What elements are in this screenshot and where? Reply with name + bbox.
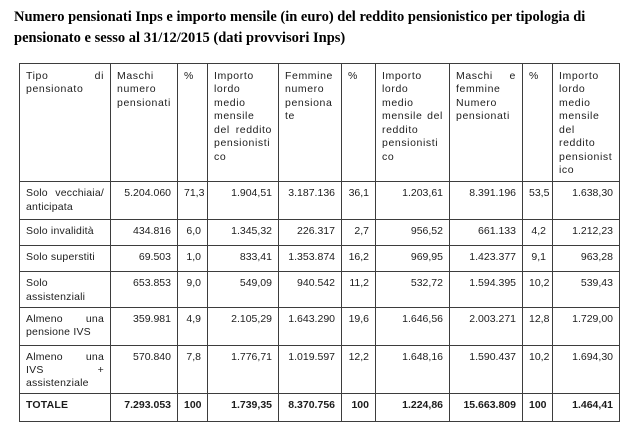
column-header: Tipo di pensionato (19, 62, 111, 183)
table-cell: 71,3 (177, 181, 208, 221)
table-cell: 1.345,32 (207, 219, 279, 247)
table-cell: 4,2 (522, 219, 553, 247)
document-title: Numero pensionati Inps e importo mensile… (14, 9, 586, 47)
table-row: Almeno una IVS + assistenziale 570.840 7,8… (19, 344, 620, 395)
table-cell: 1.694,30 (552, 344, 620, 395)
table-cell: 1.423.377 (449, 245, 523, 273)
table-cell: Almeno una pensione IVS (19, 306, 111, 346)
table-cell: 69.503 (110, 245, 178, 273)
table-cell: 2,7 (341, 219, 376, 247)
table-cell: 532,72 (375, 271, 450, 308)
table-cell: 10,2 (522, 344, 553, 395)
table-cell: 963,28 (552, 245, 620, 273)
table-cell: 5.204.060 (110, 181, 178, 221)
table-cell: 1.212,23 (552, 219, 620, 247)
total-cell: 1.224,86 (375, 393, 450, 423)
table-cell: 956,52 (375, 219, 450, 247)
table-cell: 226.317 (278, 219, 342, 247)
total-cell: 100 (522, 393, 553, 423)
table-cell: 1.203,61 (375, 181, 450, 221)
table-cell: Solo assistenziali (19, 271, 111, 308)
table-cell: 9,1 (522, 245, 553, 273)
table-cell: 539,43 (552, 271, 620, 308)
table-cell: 3.187.136 (278, 181, 342, 221)
column-header: Importo lordo medio mensile del reddito … (552, 62, 620, 183)
table-cell: 434.816 (110, 219, 178, 247)
table-row: Solo superstiti 69.503 1,0 833,41 1.353.874 1… (19, 245, 620, 273)
table-cell: 7,8 (177, 344, 208, 395)
table-cell: 1.019.597 (278, 344, 342, 395)
total-row: TOTALE 7.293.053 100 1.739,35 8.370.756 100 1.… (19, 393, 620, 423)
table-cell: 19,6 (341, 306, 376, 346)
table-cell: 969,95 (375, 245, 450, 273)
table-cell: 1,0 (177, 245, 208, 273)
total-cell: 1.739,35 (207, 393, 279, 423)
table-cell: 940.542 (278, 271, 342, 308)
table-cell: Almeno una IVS + assistenziale (19, 344, 111, 395)
table-body: Solo vecchiaia/ anticipata 5.204.060 71,3 1… (19, 181, 620, 423)
table-cell: 2.105,29 (207, 306, 279, 346)
column-header: Importo lordo medio mensile del reddito … (375, 62, 450, 183)
table-cell: 1.648,16 (375, 344, 450, 395)
column-header: Femmine numero pensionate (278, 62, 342, 183)
table-cell: 36,1 (341, 181, 376, 221)
table-cell: 1.638,30 (552, 181, 620, 221)
table-cell: 661.133 (449, 219, 523, 247)
column-header: Maschi e femmine Numero pensionati (449, 62, 523, 183)
table-cell: 1.904,51 (207, 181, 279, 221)
pension-table: Tipo di pensionato Maschi numero pensiona… (19, 62, 620, 423)
table-cell: 10,2 (522, 271, 553, 308)
table-cell: 359.981 (110, 306, 178, 346)
table-cell: 653.853 (110, 271, 178, 308)
table-cell: 1.776,71 (207, 344, 279, 395)
table-cell: 549,09 (207, 271, 279, 308)
total-cell: 7.293.053 (110, 393, 178, 423)
table-cell: 16,2 (341, 245, 376, 273)
table-cell: 1.646,56 (375, 306, 450, 346)
column-header: % (177, 62, 208, 183)
table-cell: 1.594.395 (449, 271, 523, 308)
table-cell: Solo invalidità (19, 219, 111, 247)
table-cell: 833,41 (207, 245, 279, 273)
total-cell: TOTALE (19, 393, 111, 423)
table-row: Almeno una pensione IVS 359.981 4,9 2.105,2… (19, 306, 620, 346)
table-cell: 12,2 (341, 344, 376, 395)
table-cell: 4,9 (177, 306, 208, 346)
table-cell: Solo superstiti (19, 245, 111, 273)
table-cell: 6,0 (177, 219, 208, 247)
table-cell: 570.840 (110, 344, 178, 395)
total-cell: 1.464,41 (552, 393, 620, 423)
table-cell: Solo vecchiaia/ anticipata (19, 181, 111, 221)
table-cell: 12,8 (522, 306, 553, 346)
column-header: Maschi numero pensionati (110, 62, 178, 183)
total-cell: 100 (341, 393, 376, 423)
column-header: % (522, 62, 553, 183)
table-cell: 1.643.290 (278, 306, 342, 346)
table-cell: 1.590.437 (449, 344, 523, 395)
total-cell: 8.370.756 (278, 393, 342, 423)
table-cell: 1.353.874 (278, 245, 342, 273)
table-cell: 9,0 (177, 271, 208, 308)
column-header: Importo lordo medio mensile del reddito … (207, 62, 279, 183)
total-cell: 15.663.809 (449, 393, 523, 423)
table-cell: 8.391.196 (449, 181, 523, 221)
table-header: Tipo di pensionato Maschi numero pensiona… (19, 62, 620, 183)
table-row: Solo invalidità 434.816 6,0 1.345,32 226.317… (19, 219, 620, 247)
table-cell: 2.003.271 (449, 306, 523, 346)
total-cell: 100 (177, 393, 208, 423)
table-row: Solo vecchiaia/ anticipata 5.204.060 71,3 1… (19, 181, 620, 221)
table-cell: 1.729,00 (552, 306, 620, 346)
table-cell: 11,2 (341, 271, 376, 308)
table-cell: 53,5 (522, 181, 553, 221)
column-header: % (341, 62, 376, 183)
header-row: Tipo di pensionato Maschi numero pensiona… (19, 62, 620, 183)
table-row: Solo assistenziali 653.853 9,0 549,09 940.54… (19, 271, 620, 308)
